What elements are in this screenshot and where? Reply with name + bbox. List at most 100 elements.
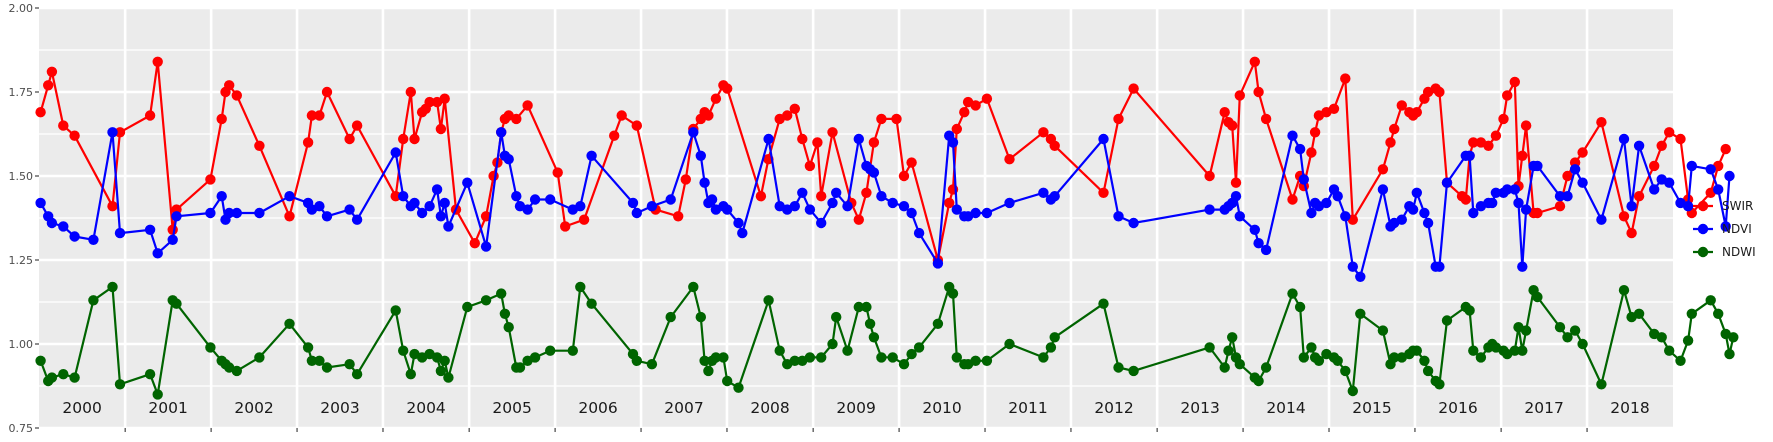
data-point-ndwi	[1468, 345, 1479, 356]
data-point-ndwi	[1347, 385, 1359, 397]
data-point-swir	[1385, 137, 1396, 148]
data-point-swir	[609, 130, 620, 141]
data-point-ndvi	[797, 187, 808, 198]
data-point-swir	[1483, 140, 1494, 151]
data-point-ndwi	[804, 352, 816, 363]
data-point-swir	[959, 107, 970, 118]
data-point-ndvi	[816, 217, 827, 229]
data-point-swir	[1309, 127, 1321, 138]
data-point-ndwi	[1128, 365, 1139, 377]
data-point-ndwi	[970, 355, 981, 366]
data-point-ndvi	[627, 197, 639, 209]
data-point-swir	[224, 80, 235, 91]
data-point-ndvi	[733, 217, 744, 229]
data-point-ndwi	[1411, 345, 1423, 356]
data-point-ndwi	[254, 352, 265, 363]
data-point-ndvi	[1128, 217, 1139, 229]
data-point-swir	[69, 130, 80, 141]
data-point-swir	[1396, 100, 1408, 111]
data-point-ndvi	[951, 204, 962, 215]
year-label: 2000	[62, 399, 101, 417]
data-point-ndvi	[1355, 271, 1366, 282]
data-point-ndwi	[1713, 308, 1724, 319]
y-tick-label: 1.25	[9, 254, 34, 267]
data-point-swir	[1498, 113, 1509, 125]
data-point-ndwi	[1227, 332, 1238, 343]
data-point-ndvi	[439, 197, 450, 209]
data-point-ndwi	[1633, 308, 1645, 319]
data-point-ndwi	[906, 348, 917, 360]
data-point-ndvi	[1532, 160, 1543, 172]
data-point-ndwi	[827, 338, 838, 350]
data-point-swir	[1509, 76, 1521, 88]
data-point-ndvi	[898, 201, 910, 212]
data-point-swir	[351, 120, 363, 131]
data-point-ndwi	[114, 379, 126, 390]
data-point-swir	[578, 214, 590, 225]
data-point-ndwi	[1298, 352, 1310, 363]
data-point-swir	[1249, 56, 1261, 67]
data-point-ndwi	[1569, 325, 1581, 336]
data-point-ndvi	[231, 207, 242, 219]
data-point-swir	[1490, 130, 1502, 141]
data-point-ndwi	[529, 352, 541, 363]
data-point-ndwi	[1332, 355, 1343, 366]
data-point-ndvi	[224, 207, 235, 219]
data-point-ndwi	[864, 318, 876, 329]
data-point-swir	[1577, 147, 1588, 158]
legend-key-dot	[1697, 246, 1709, 258]
data-point-ndwi	[1234, 359, 1246, 370]
y-tick-label: 1.75	[9, 86, 34, 99]
data-point-swir	[1626, 227, 1637, 239]
data-point-ndwi	[665, 311, 676, 323]
data-point-ndwi	[567, 345, 578, 356]
data-point-ndvi	[1441, 177, 1453, 188]
y-axis: 0.75 1.00 1.25 1.50 1.75 2.00	[9, 2, 39, 435]
data-point-swir	[861, 187, 872, 198]
data-point-ndvi	[511, 191, 522, 202]
data-point-ndwi	[1204, 342, 1215, 353]
year-label: 2007	[664, 399, 703, 417]
data-point-swir	[1306, 147, 1317, 158]
data-point-swir	[1517, 150, 1528, 161]
data-point-ndwi	[1475, 352, 1487, 363]
data-point-ndwi	[1313, 355, 1325, 366]
legend-item-ndwi: NDWI	[1693, 245, 1756, 259]
data-point-ndwi	[861, 301, 872, 313]
data-point-swir	[1253, 86, 1264, 98]
data-point-swir	[144, 110, 156, 121]
data-point-ndwi	[1728, 332, 1739, 343]
data-point-ndvi	[1321, 197, 1332, 209]
data-point-ndwi	[1577, 338, 1588, 350]
data-point-ndvi	[1204, 204, 1215, 215]
data-point-ndvi	[1490, 187, 1502, 198]
data-point-swir	[1618, 211, 1630, 222]
data-point-ndvi	[575, 201, 586, 212]
data-point-ndvi	[284, 191, 295, 202]
data-point-ndwi	[703, 365, 714, 377]
data-point-ndwi	[306, 355, 318, 366]
data-point-ndwi	[932, 318, 944, 329]
data-point-ndwi	[144, 369, 156, 380]
data-point-ndvi	[1464, 150, 1475, 161]
data-point-ndwi	[514, 362, 526, 373]
series-ndwi	[35, 281, 1739, 400]
data-point-ndwi	[443, 372, 454, 383]
data-point-ndvi	[344, 204, 355, 215]
data-point-swir	[1230, 177, 1242, 188]
data-point-ndvi	[1577, 177, 1588, 188]
data-point-ndwi	[1509, 345, 1521, 356]
data-point-swir	[205, 174, 216, 185]
data-point-ndvi	[1347, 261, 1359, 272]
data-point-swir	[631, 120, 642, 131]
data-point-ndwi	[831, 311, 842, 323]
data-point-ndvi	[529, 194, 541, 205]
data-point-swir	[616, 110, 627, 121]
y-tick-label: 1.50	[9, 170, 34, 183]
data-point-ndvi	[1422, 217, 1434, 229]
data-point-ndvi	[254, 207, 265, 219]
year-label: 2006	[578, 399, 617, 417]
data-point-swir	[511, 113, 522, 125]
data-point-ndvi	[1253, 238, 1264, 249]
